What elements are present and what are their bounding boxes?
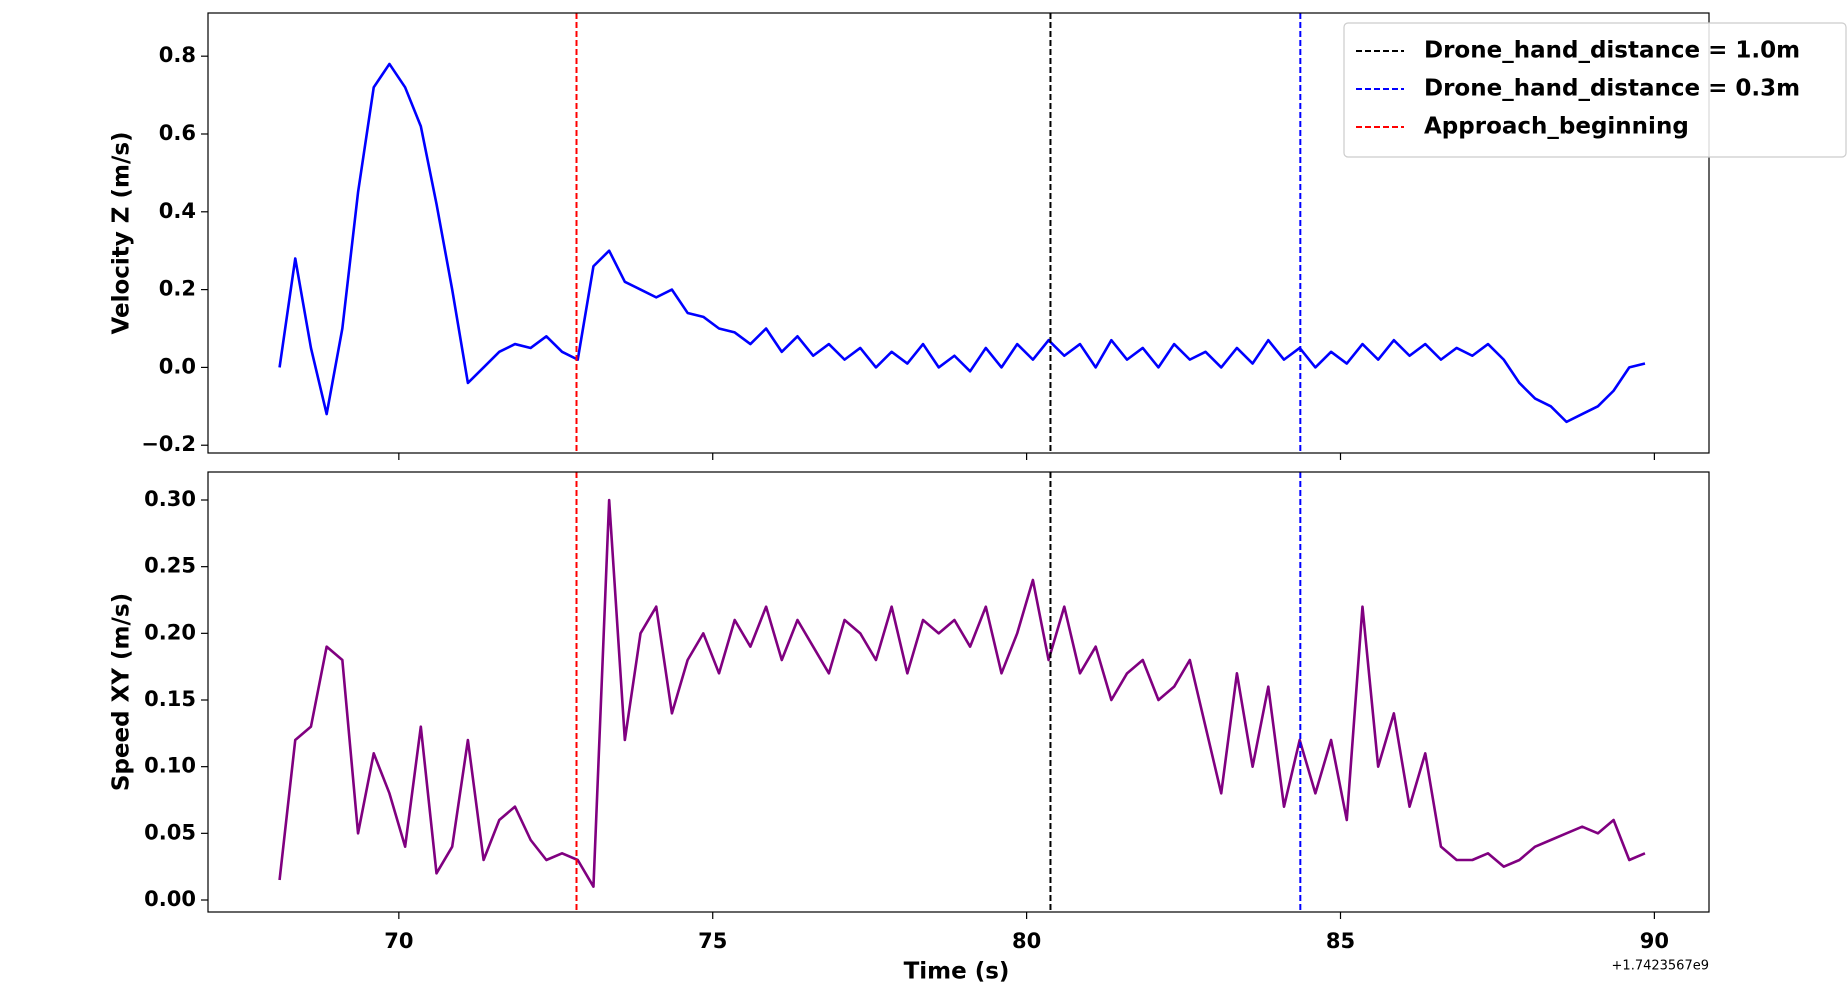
y-tick-label: 0.4 <box>159 199 196 223</box>
y-tick-label: 0.30 <box>144 487 196 511</box>
y-tick-label: 0.00 <box>144 887 196 911</box>
y-tick-label: 0.25 <box>144 554 196 578</box>
x-tick-label: 80 <box>1012 929 1041 953</box>
axes-frame <box>207 471 1710 913</box>
y-tick-label: −0.2 <box>141 432 196 456</box>
data-line <box>278 498 1646 888</box>
y-tick-label: 0.2 <box>159 277 196 301</box>
y-tick-label: 0.20 <box>144 620 196 644</box>
y-axis-label: Speed XY (m/s) <box>109 593 135 791</box>
y-tick-label: 0.10 <box>144 754 196 778</box>
data-line <box>278 62 1646 424</box>
legend-label: Approach_beginning <box>1424 114 1689 140</box>
y-tick-label: 0.6 <box>159 121 196 145</box>
x-axis-label: Time (s) <box>904 959 1010 982</box>
x-offset-text: +1.7423567e9 <box>1612 959 1709 974</box>
axes-frame <box>207 12 1710 454</box>
x-tick-label: 70 <box>384 929 413 953</box>
legend-label: Drone_hand_distance = 1.0m <box>1424 38 1800 64</box>
y-tick-label: 0.15 <box>144 687 196 711</box>
x-tick-label: 90 <box>1640 929 1669 953</box>
legend-box <box>1343 22 1847 158</box>
x-tick-label: 75 <box>698 929 727 953</box>
legend-label: Drone_hand_distance = 0.3m <box>1424 76 1800 102</box>
x-tick-label: 85 <box>1326 929 1355 953</box>
y-tick-label: 0.05 <box>144 820 196 844</box>
y-tick-label: 0.0 <box>159 354 196 378</box>
y-axis-label: Velocity Z (m/s) <box>109 131 135 334</box>
y-tick-label: 0.8 <box>159 43 196 67</box>
